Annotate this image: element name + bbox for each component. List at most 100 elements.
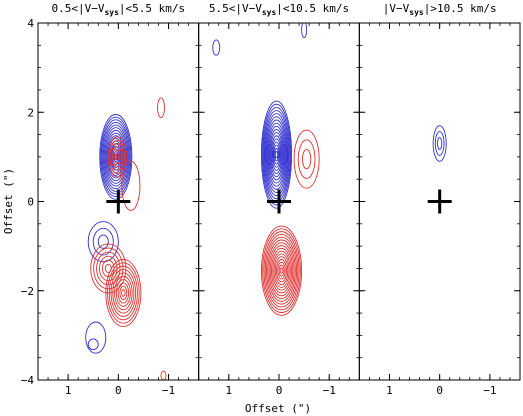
red-contour-level: [121, 160, 141, 211]
panel-title-tail: |>10.5 km/s: [424, 2, 497, 15]
contours-panel-3: [432, 125, 447, 162]
red-contour-level: [301, 148, 312, 170]
blue-contour-level: [266, 119, 287, 190]
y-tick-label: −2: [21, 285, 34, 298]
y-tick-label: 4: [27, 17, 34, 30]
blue-contour-level: [100, 116, 132, 198]
blue-contour-level: [274, 147, 279, 162]
red-contour-level: [297, 139, 316, 179]
panel-3: 1 0 −1 |V−Vsys|>10.5 km/s: [358, 2, 521, 397]
red-contour-level: [112, 146, 123, 168]
blue-contour-level: [268, 125, 285, 184]
contours-panel-2: [212, 23, 320, 316]
blue-contour-level: [104, 127, 128, 187]
red-contour-level: [110, 143, 124, 171]
red-contour-level: [263, 231, 300, 311]
x-tick-label: 0: [436, 384, 443, 397]
red-contour-level: [110, 269, 137, 317]
blue-contour-level: [272, 141, 281, 168]
blue-contour-level: [97, 234, 109, 249]
red-contour-level: [274, 256, 289, 286]
blue-contour-level: [87, 338, 99, 351]
blue-contour-level: [105, 129, 127, 184]
panel-title-head: 5.5<|V−V: [209, 2, 262, 15]
red-contour-level: [108, 265, 138, 321]
blue-contour-level: [103, 124, 129, 190]
panel-title-subscript: sys: [409, 8, 424, 17]
source-position-cross-icon: [106, 189, 131, 214]
red-contour-level: [278, 264, 285, 277]
red-contour-level: [101, 259, 115, 278]
red-contour-level: [90, 243, 127, 294]
red-contour-level: [115, 279, 131, 307]
blue-contour-level: [108, 137, 124, 176]
red-contour-level: [273, 253, 290, 288]
red-contour-level: [269, 245, 294, 297]
red-contour-level: [272, 250, 291, 291]
red-contour-level: [279, 267, 284, 274]
red-contour-level: [267, 239, 296, 302]
panel-title-tail: |<5.5 km/s: [119, 2, 185, 15]
blue-contour-level: [264, 113, 289, 197]
x-tick-label: 0: [276, 384, 283, 397]
blue-contour-level: [85, 321, 107, 354]
x-tick-label: 1: [65, 384, 72, 397]
red-contour-level: [115, 153, 120, 161]
blue-contour-level: [87, 221, 119, 263]
blue-contour-level: [260, 100, 292, 209]
x-tick-label: 1: [386, 384, 393, 397]
red-contour-level: [114, 275, 133, 311]
red-contour-level: [119, 285, 128, 301]
panel-title: |V−Vsys|>10.5 km/s: [383, 2, 497, 17]
blue-contour-level: [212, 39, 221, 56]
red-contour-level: [93, 247, 124, 290]
panel-title-subscript: sys: [262, 8, 277, 17]
red-contour-level: [96, 251, 121, 286]
blue-contour-level: [99, 114, 133, 200]
panel-title-head: 0.5<|V−V: [51, 2, 104, 15]
red-contour-level: [276, 259, 287, 283]
red-contour-level: [268, 242, 295, 300]
panel-2: 1 0 −1 5.5<|V−Vsys|<10.5 km/s: [198, 2, 360, 397]
red-contour-level: [113, 149, 121, 165]
contours-panel-1: [85, 97, 167, 380]
blue-contour-level: [273, 144, 280, 165]
red-contour-level: [157, 97, 165, 119]
blue-contour-level: [265, 116, 288, 193]
red-contour-level: [293, 129, 320, 189]
red-contour-level: [105, 259, 142, 327]
panel-title-head: |V−V: [383, 2, 410, 15]
blue-contour-level: [270, 135, 283, 174]
x-tick-label: −1: [483, 384, 496, 397]
blue-contour-level: [111, 145, 121, 168]
red-contour-level: [277, 261, 286, 280]
source-position-cross-icon: [427, 189, 452, 214]
red-contour-level: [262, 228, 301, 313]
red-contour-level: [112, 272, 135, 314]
panel-title-tail: |<10.5 km/s: [276, 2, 349, 15]
y-tick-label: 0: [27, 196, 34, 209]
y-axis-label: Offset ("): [2, 168, 15, 234]
blue-contour-level: [432, 125, 447, 162]
y-tick-label: −4: [21, 374, 35, 387]
blue-contour-level: [269, 132, 284, 178]
blue-contour-level: [437, 137, 443, 150]
blue-contour-level: [92, 227, 114, 256]
x-tick-label: 1: [225, 384, 232, 397]
red-contour-level: [109, 139, 126, 175]
panel-title: 5.5<|V−Vsys|<10.5 km/s: [209, 2, 349, 17]
blue-contour-level: [101, 119, 131, 195]
blue-contour-level: [434, 131, 445, 156]
source-position-cross-icon: [267, 189, 292, 214]
x-axis-label: Offset ("): [245, 402, 311, 415]
red-contour-level: [271, 247, 293, 294]
red-contour-level: [107, 262, 140, 324]
red-contour-level: [107, 136, 127, 178]
red-contour-level: [260, 225, 303, 316]
blue-contour-level: [263, 110, 290, 200]
blue-contour-level: [301, 23, 308, 39]
blue-contour-level: [274, 151, 279, 159]
blue-contour-level: [261, 103, 292, 206]
red-contour-level: [264, 233, 299, 308]
y-tick-label: 2: [27, 106, 34, 119]
